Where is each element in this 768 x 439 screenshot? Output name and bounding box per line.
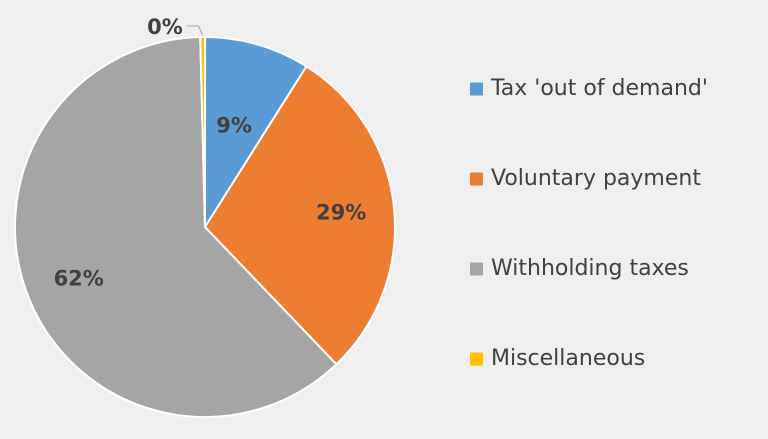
- slice-label-3: 0%: [147, 15, 183, 39]
- slice-label-0: 9%: [216, 114, 252, 138]
- legend-swatch-1: [470, 172, 483, 186]
- pie-slices: [14, 35, 396, 418]
- legend-label-3: Miscellaneous: [491, 346, 645, 371]
- pie-slice-3: [199, 35, 206, 228]
- pie-slice-1: [203, 64, 396, 366]
- legend-swatch-0: [470, 82, 483, 96]
- leader-line-3: [187, 25, 204, 36]
- leader-lines: [187, 25, 204, 36]
- pie-slice-2: [14, 36, 338, 418]
- legend-swatch-2: [470, 262, 483, 276]
- slice-label-2: 62%: [54, 267, 104, 291]
- legend-swatch-3: [470, 352, 483, 366]
- slice-labels: 9% 29% 62% 0%: [54, 15, 367, 291]
- legend: Tax 'out of demand' Voluntary payment With…: [470, 76, 708, 371]
- legend-label-0: Tax 'out of demand': [490, 76, 708, 101]
- legend-label-1: Voluntary payment: [491, 166, 701, 191]
- pie-slice-0: [204, 35, 308, 231]
- slice-label-1: 29%: [316, 200, 366, 224]
- legend-label-2: Withholding taxes: [491, 256, 689, 281]
